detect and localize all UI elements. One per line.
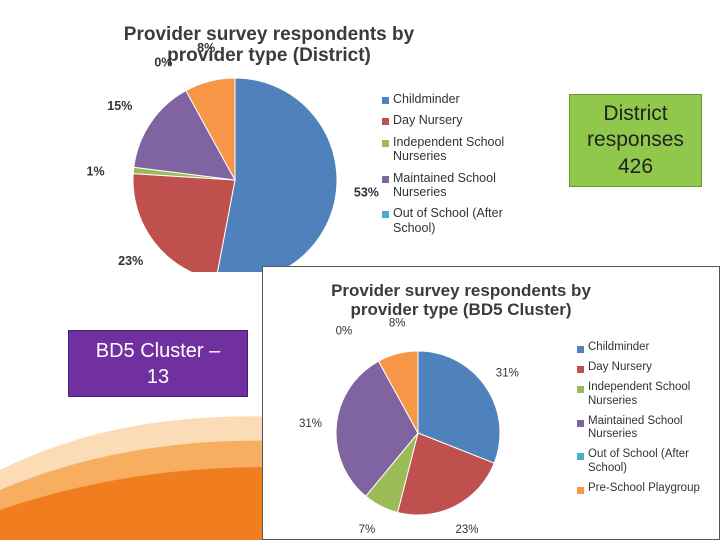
legend-label: Maintained School Nurseries	[393, 170, 496, 199]
bd5-label-independent-school-nurseries: 7%	[359, 524, 376, 536]
bd5-pie-svg: 31% 23% 7% 31% 0% 8%	[299, 317, 519, 536]
bd5-legend-item-independent-school-nurseries: Independent School Nurseries	[577, 381, 717, 407]
district-label-independent-school-nurseries: 1%	[87, 165, 105, 179]
bd5-label-out-of-school-after-school: 0%	[336, 325, 353, 337]
bd5-label-childminder: 31%	[496, 367, 519, 379]
legend-label: Childminder	[588, 341, 650, 353]
district-legend-item-day-nursery: Day Nursery	[382, 113, 532, 127]
bd5-pie-chart: 31% 23% 7% 31% 0% 8% Provider survey responde…	[262, 266, 720, 540]
district-pie-chart: 53% 23% 1% 15% 0% 8% Provider survey responde…	[44, 18, 534, 272]
bd5-slice-day-nursery	[396, 432, 495, 516]
bd5-legend-item-out-of-school-after-school: Out of School (After School)	[577, 448, 717, 474]
legend-label: Maintained School Nurseries	[588, 414, 683, 441]
bd5-legend-item-childminder: Childminder	[577, 341, 717, 354]
legend-label: Childminder	[393, 92, 460, 106]
bd5-label-maintained-school-nurseries: 31%	[299, 418, 322, 430]
legend-label: Independent School Nurseries	[588, 381, 691, 407]
bd5-label-pre-school-playgroup: 8%	[389, 317, 406, 329]
legend-swatch	[577, 419, 584, 427]
district-legend: Childminder Day Nursery Independent School…	[382, 92, 532, 242]
legend-label: Day Nursery	[588, 361, 652, 374]
legend-label: Out of School (After School)	[588, 448, 689, 474]
bd5-slice-pre-school-playgroup	[377, 350, 419, 434]
district-label-out-of-school-after-school: 0%	[154, 55, 172, 69]
district-slice-pre-school-playgroup	[185, 77, 236, 181]
legend-swatch	[382, 175, 389, 183]
bd5-label-day-nursery: 23%	[456, 524, 479, 536]
district-pie-svg: 53% 23% 1% 15% 0% 8%	[87, 41, 379, 272]
legend-swatch	[382, 97, 389, 104]
district-slice-maintained-school-nurseries	[133, 89, 236, 181]
bd5-legend-item-maintained-school-nurseries: Maintained School Nurseries	[577, 415, 717, 441]
bd5-legend-item-day-nursery: Day Nursery	[577, 361, 717, 374]
district-label-day-nursery: 23%	[118, 254, 143, 268]
district-slice-day-nursery	[132, 173, 236, 272]
legend-label: Day Nursery	[393, 113, 463, 128]
legend-swatch	[577, 486, 584, 494]
bd5-cluster-callout: BD5 Cluster – 13	[68, 330, 248, 397]
legend-swatch	[577, 386, 584, 394]
legend-swatch	[382, 139, 389, 147]
district-label-childminder: 53%	[354, 185, 379, 199]
district-legend-item-maintained-school-nurseries: Maintained School Nurseries	[382, 171, 532, 200]
district-legend-item-childminder: Childminder	[382, 92, 532, 106]
legend-swatch	[382, 118, 389, 126]
bd5-slice-maintained-school-nurseries	[335, 360, 419, 497]
district-label-pre-school-playgroup: 8%	[197, 41, 215, 55]
bd5-legend: Childminder Day Nursery Independent School…	[577, 341, 717, 502]
district-legend-item-independent-school-nurseries: Independent School Nurseries	[382, 135, 532, 164]
district-slice-childminder	[216, 77, 338, 272]
district-chart-title: Provider survey respondents by provider …	[123, 24, 415, 67]
legend-swatch	[577, 366, 584, 374]
bd5-chart-title: Provider survey respondents by provider …	[331, 281, 591, 320]
district-label-maintained-school-nurseries: 15%	[107, 99, 132, 113]
legend-swatch	[577, 346, 584, 353]
bd5-slice-childminder	[417, 350, 501, 464]
legend-swatch	[577, 453, 584, 461]
legend-label: Pre-School Playgroup	[588, 481, 700, 494]
district-legend-item-out-of-school-after-school: Out of School (After School)	[382, 206, 532, 235]
legend-swatch	[382, 211, 389, 219]
bd5-legend-item-pre-school-playgroup: Pre-School Playgroup	[577, 482, 717, 495]
district-responses-callout: District responses 426	[569, 94, 702, 187]
legend-label: Independent School Nurseries	[393, 134, 505, 164]
legend-label: Out of School (After School)	[393, 206, 503, 235]
